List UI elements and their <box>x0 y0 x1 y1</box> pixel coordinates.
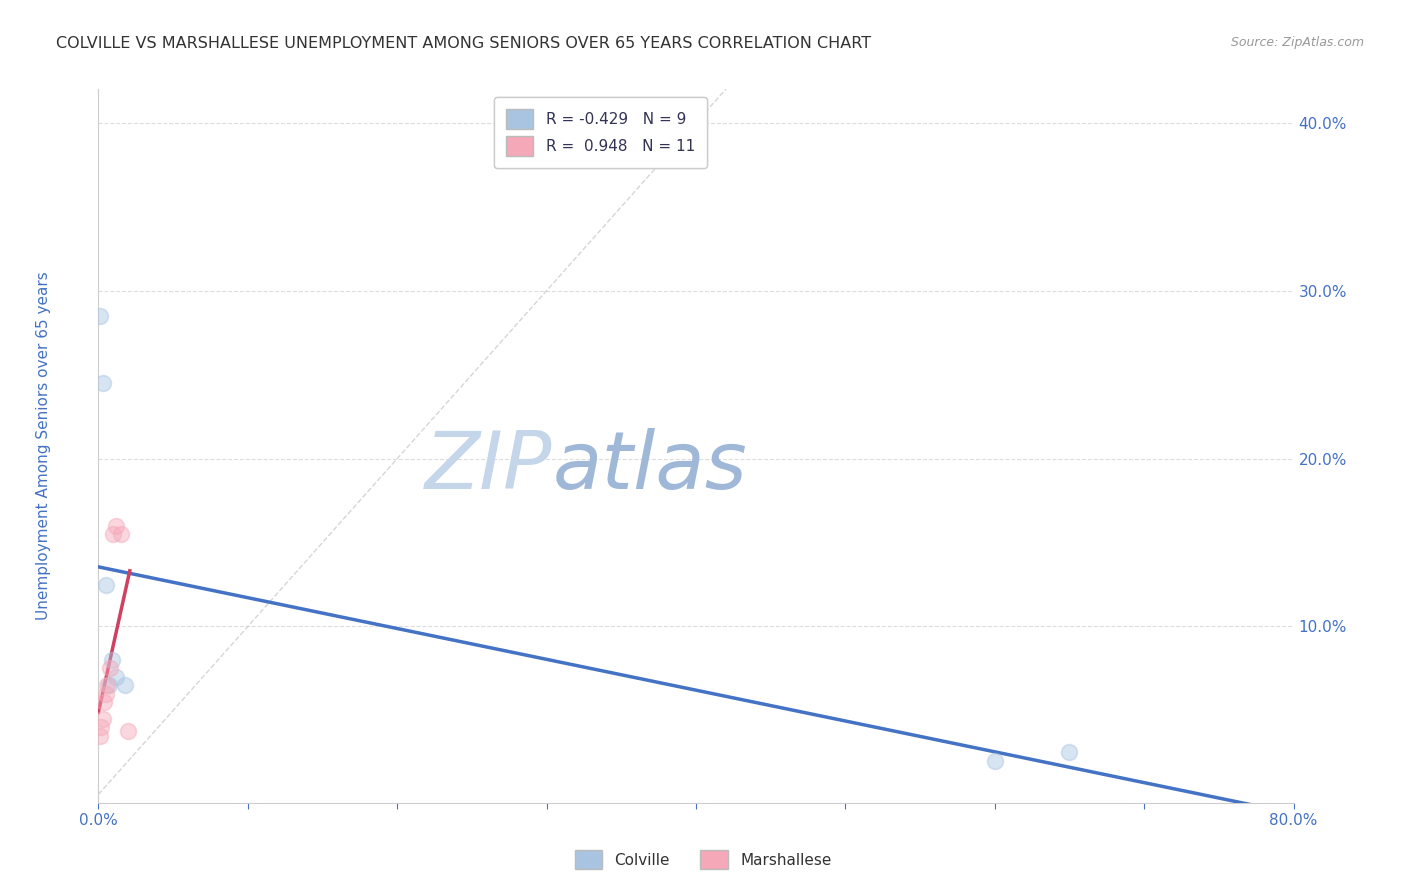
Point <box>105 670 128 684</box>
Point <box>101 653 124 667</box>
Point <box>91 376 114 390</box>
Point <box>117 723 139 738</box>
Point <box>89 309 111 323</box>
Text: atlas: atlas <box>553 428 748 507</box>
Point <box>94 687 117 701</box>
Text: ZIP: ZIP <box>425 428 553 507</box>
Point <box>105 518 128 533</box>
Point <box>984 754 1007 768</box>
Point <box>100 661 122 675</box>
Text: Source: ZipAtlas.com: Source: ZipAtlas.com <box>1230 36 1364 49</box>
Point <box>94 577 117 591</box>
Legend: R = -0.429   N = 9, R =  0.948   N = 11: R = -0.429 N = 9, R = 0.948 N = 11 <box>494 97 707 169</box>
Point <box>103 527 125 541</box>
Point <box>93 695 115 709</box>
Point <box>97 678 120 692</box>
Point <box>89 729 111 743</box>
Point <box>91 712 114 726</box>
Point <box>96 678 118 692</box>
Point <box>90 720 112 734</box>
Text: COLVILLE VS MARSHALLESE UNEMPLOYMENT AMONG SENIORS OVER 65 YEARS CORRELATION CHA: COLVILLE VS MARSHALLESE UNEMPLOYMENT AMO… <box>56 36 872 51</box>
Legend: Colville, Marshallese: Colville, Marshallese <box>568 844 838 875</box>
Point <box>114 678 136 692</box>
Y-axis label: Unemployment Among Seniors over 65 years: Unemployment Among Seniors over 65 years <box>35 272 51 620</box>
Point <box>110 527 132 541</box>
Point <box>1059 746 1081 760</box>
